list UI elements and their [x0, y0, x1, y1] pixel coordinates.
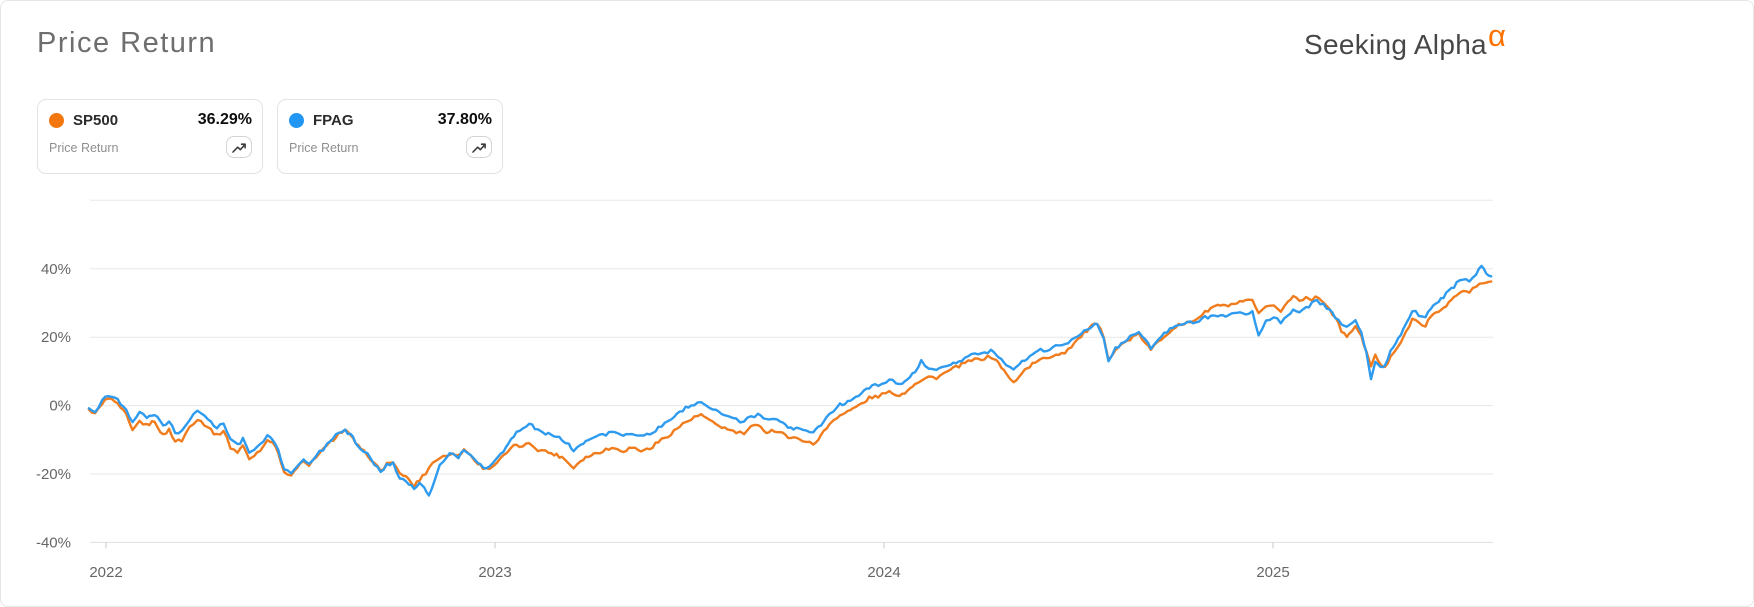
legend-value: 37.80% [437, 111, 492, 128]
legend-card-sp500[interactable]: SP500 36.29% Price Return [37, 99, 263, 174]
series-line-fpag[interactable] [87, 264, 1493, 497]
trend-up-icon [231, 140, 247, 154]
legend-value: 36.29% [197, 111, 252, 128]
legend-card-fpag-row2: Price Return [289, 136, 492, 158]
alpha-glyph-icon: α [1487, 18, 1507, 53]
y-axis-label: 20% [41, 329, 71, 346]
page-title: Price Return [37, 27, 217, 59]
trend-up-icon [471, 140, 487, 154]
legend-card-sp500-row2: Price Return [49, 136, 252, 158]
seeking-alpha-logo-text: Seeking Alpha [1304, 29, 1487, 60]
legend-card-sp500-row1: SP500 36.29% [49, 111, 252, 129]
y-axis-label: -40% [36, 534, 71, 551]
y-axis-label: -20% [36, 466, 71, 483]
trend-chart-button[interactable] [466, 136, 492, 158]
trend-chart-button[interactable] [226, 136, 252, 158]
series-color-dot [49, 112, 64, 128]
legend-ticker: SP500 [73, 111, 119, 129]
legend-ticker: FPAG [313, 111, 354, 129]
x-axis-label: 2024 [867, 564, 900, 581]
legend-metric-label: Price Return [49, 141, 119, 155]
legend: SP500 36.29% Price Return FPAG [37, 99, 503, 174]
series-color-dot [289, 112, 304, 128]
legend-metric-label: Price Return [289, 141, 359, 155]
y-axis-label: 40% [41, 261, 71, 278]
series-line-sp500[interactable] [87, 280, 1493, 489]
seeking-alpha-logo: Seeking Alphaα [1304, 20, 1506, 61]
x-axis-label: 2025 [1256, 564, 1289, 581]
x-axis-label: 2023 [478, 564, 511, 581]
y-axis-label: 0% [49, 398, 71, 415]
legend-card-fpag-row1: FPAG 37.80% [289, 111, 492, 129]
x-axis-label: 2022 [89, 564, 122, 581]
legend-card-fpag[interactable]: FPAG 37.80% Price Return [277, 99, 503, 174]
